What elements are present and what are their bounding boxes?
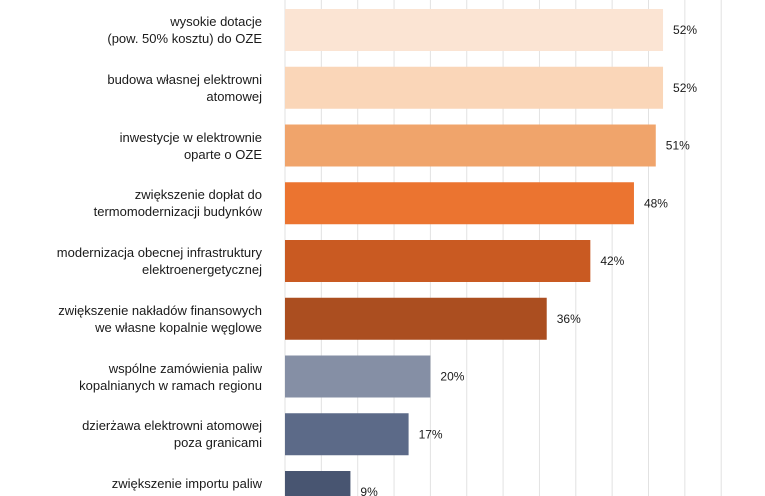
value-label: 17% [419, 427, 443, 441]
value-label: 51% [666, 139, 690, 153]
category-label: dzierżawa elektrowni atomowej poza grani… [82, 418, 262, 451]
value-label: 20% [440, 370, 464, 384]
category-label: zwiększenie nakładów finansowych we włas… [58, 302, 262, 335]
bar [285, 9, 664, 51]
value-labels: 52% 52% 51% 48% 42% 36% 20% 17% 9% [360, 23, 697, 496]
category-label: budowa własnej elektrowni atomowej [107, 71, 262, 104]
bar [285, 355, 431, 398]
category-label: wspólne zamówienia paliw kopalnianych w … [79, 360, 262, 393]
bar [285, 66, 664, 109]
category-label: modernizacja obecnej infrastruktury elek… [56, 245, 262, 277]
bars [285, 9, 664, 496]
value-label: 48% [644, 196, 668, 210]
bar [285, 297, 547, 340]
value-label: 9% [360, 485, 378, 496]
category-label: zwiększenie importu paliw [111, 476, 262, 491]
value-label: 36% [557, 312, 581, 326]
category-label: wysokie dotacje (pow. 50% kosztu) do OZE [107, 14, 262, 46]
bar [285, 240, 591, 282]
bar [285, 413, 409, 456]
bar [285, 124, 656, 167]
bar [285, 471, 351, 496]
value-label: 42% [600, 254, 624, 268]
value-label: 52% [673, 81, 697, 95]
category-label: zwiększenie dopłat do termomodernizacji … [93, 187, 262, 220]
category-label: inwestycje w elektrownie oparte o OZE [119, 129, 262, 162]
value-label: 52% [673, 23, 697, 37]
bar [285, 182, 634, 225]
